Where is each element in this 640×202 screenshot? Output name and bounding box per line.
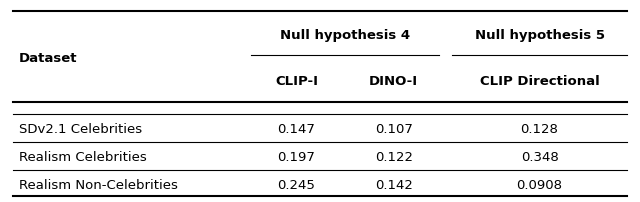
Text: Dataset: Dataset (19, 52, 77, 65)
Text: 0.147: 0.147 (278, 122, 316, 135)
Text: SDv2.1 Celebrities: SDv2.1 Celebrities (19, 122, 142, 135)
Text: CLIP Directional: CLIP Directional (479, 75, 600, 88)
Text: 0.107: 0.107 (375, 122, 413, 135)
Text: CLIP-I: CLIP-I (275, 75, 318, 88)
Text: 0.0908: 0.0908 (516, 178, 563, 191)
Text: DINO-I: DINO-I (369, 75, 419, 88)
Text: 0.142: 0.142 (375, 178, 413, 191)
Text: 0.122: 0.122 (374, 150, 413, 163)
Text: 0.197: 0.197 (278, 150, 316, 163)
Text: 0.245: 0.245 (278, 178, 316, 191)
Text: 0.348: 0.348 (521, 150, 558, 163)
Text: Null hypothesis 4: Null hypothesis 4 (280, 29, 410, 42)
Text: Realism Celebrities: Realism Celebrities (19, 150, 147, 163)
Text: 0.128: 0.128 (520, 122, 559, 135)
Text: Null hypothesis 5: Null hypothesis 5 (474, 29, 605, 42)
Text: Realism Non-Celebrities: Realism Non-Celebrities (19, 178, 178, 191)
